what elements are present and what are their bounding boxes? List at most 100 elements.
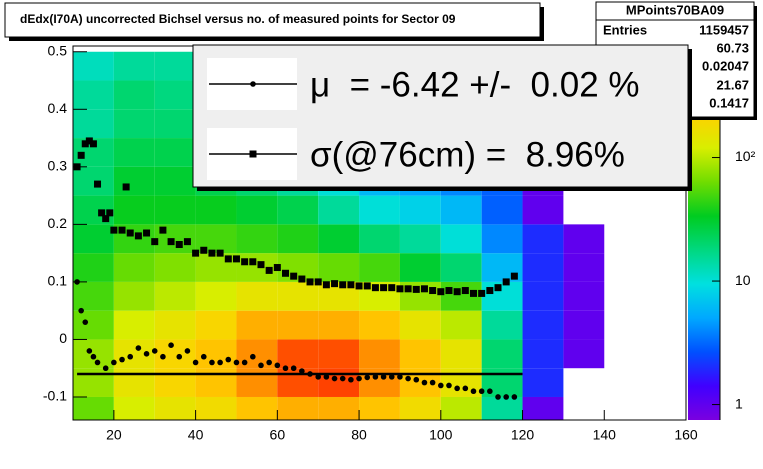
point (363, 282, 371, 290)
point (445, 287, 453, 295)
chart-title: dEdx(I70A) uncorrected Bichsel versus no… (20, 12, 456, 26)
point (315, 374, 322, 380)
point (356, 375, 362, 382)
heat-cell (399, 310, 441, 340)
x-tick-label: 20 (106, 427, 122, 443)
heat-cell (277, 195, 319, 225)
heat-cell (522, 396, 564, 420)
point (134, 232, 142, 240)
heat-cell (481, 310, 523, 340)
point (323, 374, 330, 380)
stats-title: MPoints70BA09 (626, 2, 724, 17)
point (299, 368, 305, 374)
heat-cell (440, 339, 482, 369)
heat-cell (359, 195, 400, 225)
heat-cell (359, 253, 400, 282)
heat-cell (481, 281, 523, 311)
legend: μ = -6.42 +/- 0.02 % σ(@76cm) = 8.96% (192, 44, 692, 191)
heat-cell (399, 253, 441, 282)
heat-cell (236, 281, 278, 311)
legend-marker (249, 150, 257, 158)
title-frame (4, 2, 541, 38)
point (241, 359, 248, 366)
point (355, 282, 363, 290)
x-tick-label: 140 (593, 427, 617, 443)
point (413, 376, 420, 383)
point (110, 226, 118, 234)
heat-cell (563, 339, 605, 369)
stats-value: 0.02047 (702, 58, 749, 73)
heat-cell (236, 310, 278, 340)
stats-value: 1159457 (699, 22, 749, 37)
point (89, 140, 97, 148)
point (184, 348, 191, 354)
point (510, 272, 518, 280)
point (511, 394, 518, 400)
point (102, 365, 109, 372)
heat-cell (73, 368, 114, 397)
heat-cell (73, 109, 114, 139)
heat-cell (113, 80, 155, 110)
heat-cell (73, 80, 114, 110)
heat-cell (73, 310, 114, 340)
point (249, 258, 257, 266)
heat-cell (440, 396, 482, 420)
heat-cell (113, 253, 155, 282)
point (306, 278, 314, 286)
heat-cell (481, 224, 523, 254)
heat-cell (277, 339, 319, 369)
point (167, 238, 175, 246)
point (209, 359, 215, 366)
heat-cell (73, 166, 114, 196)
heat-cell (73, 281, 114, 311)
heat-cell (154, 166, 196, 196)
heat-cell (318, 253, 360, 282)
heat-cell (399, 396, 441, 420)
heat-cell (154, 80, 196, 110)
point (331, 280, 339, 288)
heat-cell (522, 195, 564, 225)
point (478, 289, 486, 297)
point (225, 356, 232, 363)
point (77, 151, 85, 159)
point (405, 375, 411, 382)
point (462, 385, 469, 392)
y-tick-label: 0.1 (48, 273, 68, 289)
heat-cell (359, 339, 400, 369)
point (429, 379, 436, 386)
point (364, 374, 371, 381)
heat-cell (195, 339, 237, 369)
point (290, 365, 297, 372)
point (200, 246, 208, 254)
z-tick-label: 1 (735, 395, 743, 411)
heat-cell (73, 224, 114, 254)
heat-cell (113, 281, 155, 311)
heat-cell (195, 281, 237, 311)
heat-cell (522, 253, 564, 282)
point (380, 284, 388, 292)
point (122, 183, 130, 191)
point (273, 264, 281, 272)
heat-cell (563, 224, 605, 254)
heat-cell (154, 281, 196, 311)
point (453, 288, 461, 296)
point (102, 215, 110, 223)
heat-cell (277, 253, 319, 282)
heat-cell (154, 253, 196, 282)
heat-cell (236, 195, 278, 225)
point (233, 359, 240, 366)
point (307, 371, 313, 377)
point (502, 278, 510, 286)
point (322, 281, 330, 289)
heat-cell (481, 339, 523, 369)
heat-cell (481, 195, 523, 225)
point (208, 249, 216, 257)
heat-cell (440, 253, 482, 282)
heat-cell (359, 224, 400, 254)
point (151, 348, 158, 354)
title-box: dEdx(I70A) uncorrected Bichsel versus no… (4, 2, 544, 41)
point (429, 287, 437, 295)
point (396, 285, 404, 293)
point (232, 255, 240, 263)
axes: 20 40 60 80 100 120 140 160 -0.1 0 0.1 0.2 0.3 0.4 0.5 (43, 42, 698, 442)
